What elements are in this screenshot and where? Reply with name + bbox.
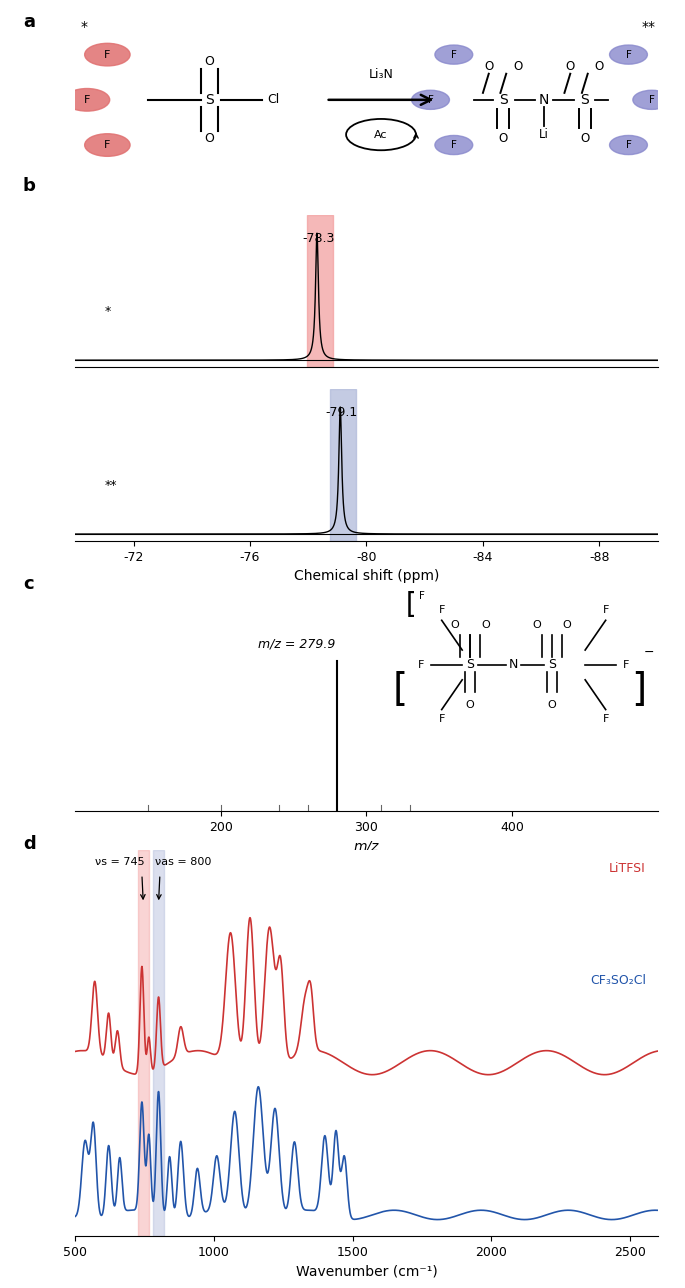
Text: a: a (23, 13, 35, 31)
Text: **: ** (105, 479, 117, 492)
Text: O: O (513, 61, 523, 73)
Text: F: F (451, 140, 457, 149)
Text: c: c (23, 574, 34, 592)
Text: *: * (81, 19, 88, 33)
Ellipse shape (610, 45, 647, 64)
Text: CF₃SO₂Cl: CF₃SO₂Cl (590, 974, 646, 987)
Ellipse shape (633, 90, 671, 109)
Text: S: S (499, 93, 508, 107)
Ellipse shape (85, 44, 130, 66)
Text: O: O (566, 61, 575, 73)
Text: LiTFSI: LiTFSI (609, 862, 646, 875)
Text: **: ** (642, 19, 656, 33)
Ellipse shape (85, 134, 130, 156)
X-axis label: Wavenumber (cm⁻¹): Wavenumber (cm⁻¹) (296, 1265, 437, 1279)
Text: O: O (595, 61, 604, 73)
Text: O: O (204, 55, 214, 68)
Text: νs = 745: νs = 745 (95, 857, 145, 867)
Text: F: F (427, 95, 434, 104)
Text: Ac: Ac (374, 130, 388, 139)
Text: F: F (625, 140, 632, 149)
Text: [: [ (401, 591, 418, 618)
Text: *: * (105, 305, 111, 318)
Text: Li₃N: Li₃N (369, 68, 393, 81)
Text: F: F (104, 140, 110, 149)
Text: F: F (104, 50, 110, 59)
Text: -79.1: -79.1 (325, 406, 358, 419)
Text: O: O (484, 61, 493, 73)
Text: F: F (649, 95, 655, 104)
Bar (307, 215, 333, 367)
Ellipse shape (435, 135, 473, 155)
Text: b: b (23, 176, 36, 194)
Bar (330, 389, 356, 541)
Text: F: F (84, 95, 90, 104)
Ellipse shape (64, 89, 110, 111)
Text: νas = 800: νas = 800 (155, 857, 212, 867)
Text: O: O (580, 131, 590, 144)
Bar (153, 850, 164, 1236)
Text: S: S (580, 93, 589, 107)
X-axis label: m/z: m/z (353, 840, 379, 854)
Text: d: d (23, 835, 36, 853)
Text: Cl: Cl (267, 93, 279, 107)
Text: O: O (204, 131, 214, 144)
Text: m/z = 279.9: m/z = 279.9 (258, 638, 335, 650)
Ellipse shape (412, 90, 449, 109)
X-axis label: Chemical shift (ppm): Chemical shift (ppm) (294, 569, 439, 583)
Text: N: N (539, 93, 549, 107)
Text: F: F (451, 50, 457, 59)
Bar (138, 850, 149, 1236)
Text: F: F (419, 591, 425, 600)
Text: F: F (625, 50, 632, 59)
Ellipse shape (610, 135, 647, 155)
Ellipse shape (435, 45, 473, 64)
Text: -78.3: -78.3 (302, 232, 335, 245)
Text: S: S (205, 93, 214, 107)
Text: Li: Li (539, 128, 549, 142)
Text: O: O (499, 131, 508, 144)
